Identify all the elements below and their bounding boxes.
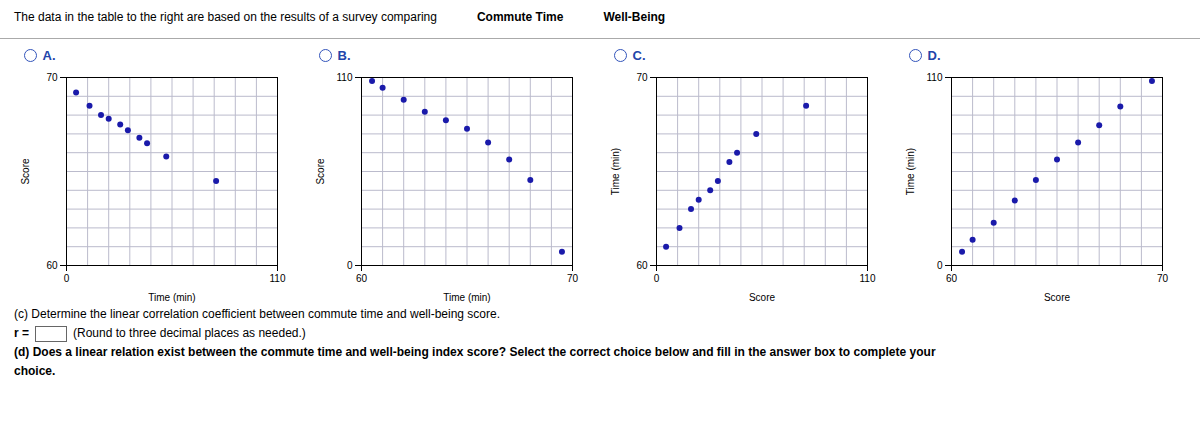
svg-text:Score: Score xyxy=(748,292,775,303)
svg-text:Time (min): Time (min) xyxy=(148,292,195,303)
svg-text:110: 110 xyxy=(336,72,352,83)
svg-text:60: 60 xyxy=(46,260,58,271)
svg-text:Time (min): Time (min) xyxy=(904,148,915,195)
svg-text:110: 110 xyxy=(269,273,285,284)
svg-text:0: 0 xyxy=(936,260,942,271)
html-text:A.: A. xyxy=(42,47,56,63)
svg-text:110: 110 xyxy=(859,273,875,284)
svg-text:60: 60 xyxy=(945,273,957,284)
svg-text:0: 0 xyxy=(653,273,659,284)
html-text:C.: C. xyxy=(632,47,646,63)
html-text:D.: D. xyxy=(927,47,941,63)
html-text:choice.: choice. xyxy=(14,364,56,378)
svg-text:60: 60 xyxy=(355,273,367,284)
html-text:(c) Determine the linear corre: (c) Determine the linear correlation coe… xyxy=(14,307,500,321)
svg-text:110: 110 xyxy=(926,72,942,83)
html-text:B.: B. xyxy=(337,47,351,63)
svg-text:70: 70 xyxy=(46,72,58,83)
svg-text:0: 0 xyxy=(346,260,352,271)
svg-text:Score: Score xyxy=(314,158,325,185)
html-text:Well-Being: Well-Being xyxy=(603,10,666,24)
svg-text:70: 70 xyxy=(1156,273,1168,284)
html-text:r =: r = xyxy=(14,326,29,340)
html-text:(Round to three decimal places: (Round to three decimal places as needed… xyxy=(73,326,306,340)
html-text:(d) Does a linear relation exi: (d) Does a linear relation exist between… xyxy=(14,345,936,359)
svg-text:Score: Score xyxy=(19,158,30,185)
html-text:The data in the table to the r: The data in the table to the right are b… xyxy=(14,10,437,24)
svg-text:70: 70 xyxy=(566,273,578,284)
svg-text:Time (min): Time (min) xyxy=(443,292,490,303)
svg-text:Time (min): Time (min) xyxy=(609,148,620,195)
svg-text:70: 70 xyxy=(636,72,648,83)
svg-text:60: 60 xyxy=(636,260,648,271)
svg-text:Score: Score xyxy=(1043,292,1070,303)
html-text:Commute Time: Commute Time xyxy=(476,10,564,24)
svg-text:0: 0 xyxy=(63,273,69,284)
